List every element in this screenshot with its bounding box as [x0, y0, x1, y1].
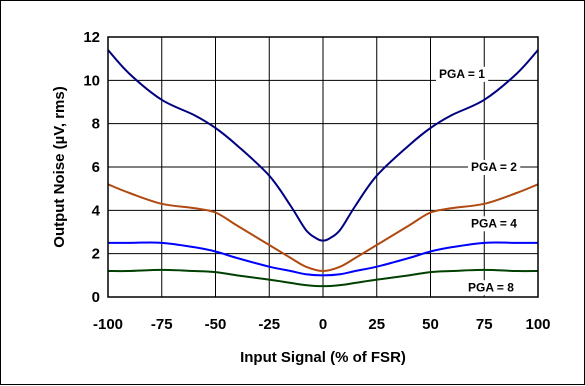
y-tick-label: 6: [92, 159, 100, 176]
y-tick-label: 0: [92, 289, 100, 306]
curve-label-pga: PGA = 4: [471, 216, 517, 230]
y-tick-label: 8: [92, 116, 100, 133]
curve-label-pga: PGA = 1: [439, 67, 485, 81]
series-lines: [107, 49, 539, 288]
y-axis-title: Output Noise (µV, rms): [51, 86, 68, 247]
x-tick-label: 100: [525, 316, 550, 333]
y-tick-label: 10: [83, 72, 100, 89]
x-tick-label: -25: [258, 316, 280, 333]
curve-label-background: [436, 66, 489, 82]
series-line-2: [107, 183, 539, 273]
curve-label-background: [465, 280, 518, 296]
series-line-3: [108, 241, 538, 277]
y-tick-label: 12: [83, 29, 100, 46]
x-tick-label: 25: [368, 316, 385, 333]
curve-label-background: [468, 160, 521, 175]
x-tick-label: 0: [319, 316, 327, 333]
x-tick-label: 50: [422, 316, 439, 333]
y-tick-label: 2: [92, 246, 100, 263]
curve-label-pga: PGA = 8: [468, 280, 514, 294]
series-line-1: [107, 49, 539, 242]
curve-labels: PGA = 1 PGA = 2 PGA = 4 PGA = 8: [436, 66, 521, 296]
x-tick-label: -75: [151, 316, 173, 333]
tick-labels: -100 -75 -50 -25 0 25 50 75 100 0 2 4 6 8 10 12: [83, 29, 550, 333]
curve-label-background: [468, 216, 521, 232]
x-tick-label: -50: [205, 316, 227, 333]
curve-label-pga: PGA = 2: [471, 160, 517, 174]
y-tick-label: 4: [92, 202, 101, 219]
x-tick-label: 75: [476, 316, 493, 333]
x-axis-title: Input Signal (% of FSR): [240, 349, 406, 366]
series-line-4: [107, 268, 539, 288]
plot-area-border: [107, 36, 539, 298]
x-tick-label: -100: [93, 316, 123, 333]
